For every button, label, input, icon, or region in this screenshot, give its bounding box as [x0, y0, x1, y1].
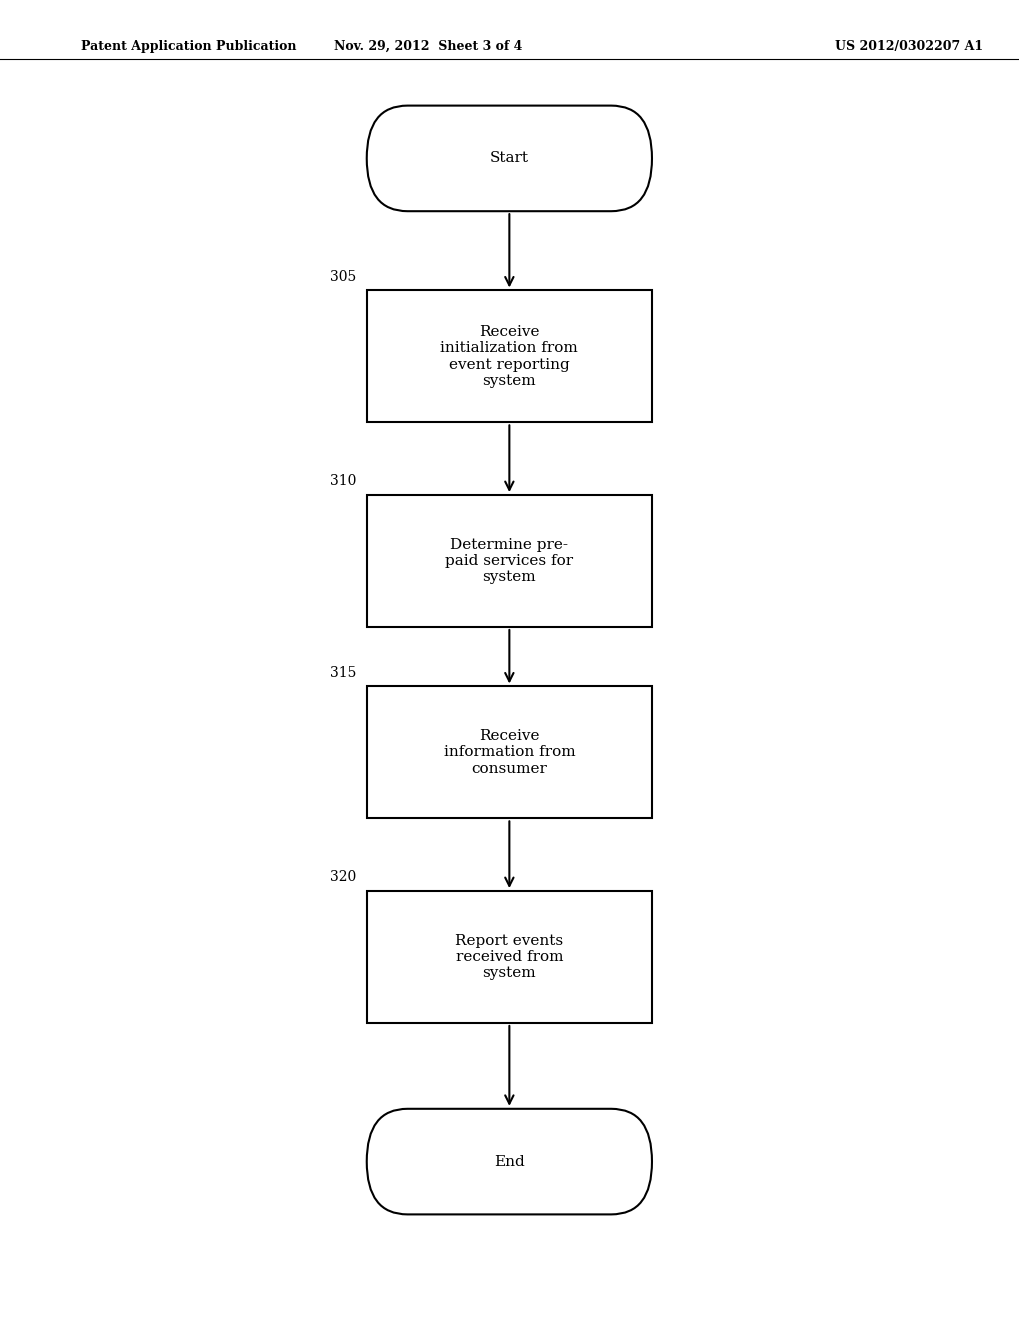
- FancyBboxPatch shape: [367, 891, 652, 1023]
- Text: Patent Application Publication: Patent Application Publication: [82, 40, 297, 53]
- Text: Receive
information from
consumer: Receive information from consumer: [443, 729, 575, 776]
- FancyBboxPatch shape: [367, 1109, 652, 1214]
- Text: Determine pre-
paid services for
system: Determine pre- paid services for system: [445, 537, 573, 585]
- Text: Figure 3: Figure 3: [425, 107, 593, 144]
- Text: 305: 305: [331, 269, 356, 284]
- FancyBboxPatch shape: [367, 686, 652, 818]
- Text: 315: 315: [330, 665, 356, 680]
- Text: 320: 320: [331, 870, 356, 884]
- FancyBboxPatch shape: [367, 495, 652, 627]
- Text: Start: Start: [489, 152, 528, 165]
- Text: End: End: [494, 1155, 524, 1168]
- Text: Report events
received from
system: Report events received from system: [456, 933, 563, 981]
- Text: US 2012/0302207 A1: US 2012/0302207 A1: [836, 40, 983, 53]
- FancyBboxPatch shape: [367, 290, 652, 422]
- Text: Nov. 29, 2012  Sheet 3 of 4: Nov. 29, 2012 Sheet 3 of 4: [334, 40, 522, 53]
- Text: 310: 310: [330, 474, 356, 488]
- FancyBboxPatch shape: [367, 106, 652, 211]
- Text: Receive
initialization from
event reporting
system: Receive initialization from event report…: [440, 325, 579, 388]
